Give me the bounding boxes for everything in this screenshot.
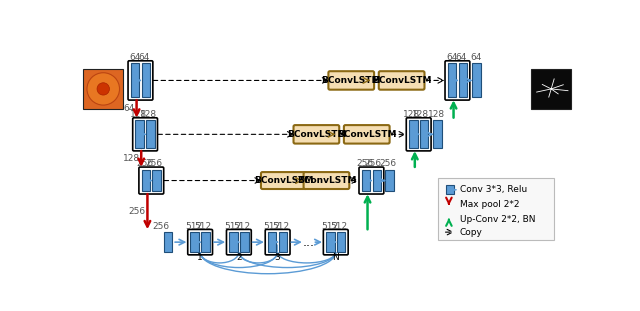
Text: 512: 512 [321, 222, 338, 230]
Text: 512: 512 [263, 222, 280, 230]
Text: 512: 512 [186, 222, 202, 230]
Bar [531, 69, 572, 109]
Bar [131, 63, 140, 97]
Text: 128: 128 [140, 110, 157, 119]
FancyBboxPatch shape [328, 71, 374, 90]
Text: N: N [332, 253, 339, 262]
Bar [362, 170, 370, 191]
Text: 2: 2 [236, 253, 242, 262]
Text: Up-Conv 2*2, BN: Up-Conv 2*2, BN [460, 215, 535, 224]
FancyBboxPatch shape [344, 125, 390, 144]
Text: Max pool 2*2: Max pool 2*2 [460, 200, 519, 209]
Text: 256: 256 [356, 159, 373, 168]
Text: 512: 512 [272, 222, 289, 230]
Bar [240, 232, 248, 252]
FancyBboxPatch shape [379, 71, 424, 90]
Text: 512: 512 [195, 222, 212, 230]
Text: 1: 1 [197, 253, 203, 262]
Bar [164, 232, 172, 252]
Bar [472, 63, 481, 97]
Text: 3: 3 [275, 253, 280, 262]
Bar [141, 170, 150, 191]
Text: 256: 256 [364, 159, 381, 168]
Text: 512: 512 [234, 222, 250, 230]
FancyBboxPatch shape [303, 172, 349, 189]
Bar [202, 232, 210, 252]
Text: 256: 256 [129, 207, 146, 216]
Bar [136, 120, 144, 148]
Text: 256: 256 [379, 159, 396, 168]
Text: BConvLSTM: BConvLSTM [372, 76, 431, 85]
Bar [326, 232, 335, 252]
Text: Conv 3*3, Relu: Conv 3*3, Relu [460, 185, 527, 194]
Bar [448, 63, 456, 97]
Text: BConvLSTM: BConvLSTM [254, 176, 314, 185]
Text: 128: 128 [412, 110, 429, 119]
Bar [147, 120, 155, 148]
Bar [152, 170, 161, 191]
Circle shape [97, 83, 109, 95]
Bar [141, 63, 150, 97]
Bar [337, 232, 346, 252]
FancyBboxPatch shape [261, 172, 307, 189]
Text: Copy: Copy [460, 228, 483, 237]
Text: 64: 64 [456, 53, 467, 62]
Bar [459, 63, 467, 97]
Bar [268, 232, 276, 252]
Text: 64: 64 [139, 53, 150, 62]
Text: 256: 256 [136, 159, 154, 168]
Text: 512: 512 [330, 222, 348, 230]
Bar [372, 170, 381, 191]
FancyBboxPatch shape [438, 178, 554, 240]
Bar [229, 232, 237, 252]
Text: 128: 128 [403, 110, 420, 119]
Text: 64: 64 [446, 53, 458, 62]
Text: 64: 64 [129, 53, 141, 62]
Circle shape [87, 73, 120, 105]
Bar [385, 170, 394, 191]
Text: 64: 64 [124, 104, 135, 114]
Text: 512: 512 [224, 222, 241, 230]
Bar [446, 185, 454, 194]
Text: 256: 256 [146, 159, 163, 168]
Bar [409, 120, 417, 148]
Bar [433, 120, 442, 148]
Text: 128: 128 [131, 110, 147, 119]
Text: 256: 256 [153, 222, 170, 230]
Text: 64: 64 [470, 53, 482, 62]
Text: BConvLSTM: BConvLSTM [337, 130, 397, 139]
FancyBboxPatch shape [294, 125, 339, 144]
Bar [83, 69, 124, 109]
Text: ...: ... [303, 236, 315, 248]
Bar [420, 120, 428, 148]
Text: BConvLSTM: BConvLSTM [287, 130, 346, 139]
Bar [191, 232, 199, 252]
Bar [279, 232, 287, 252]
Text: 128: 128 [428, 110, 445, 119]
Text: BConvLSTM: BConvLSTM [321, 76, 381, 85]
Text: 128: 128 [122, 155, 140, 164]
Text: BConvLSTM: BConvLSTM [297, 176, 356, 185]
